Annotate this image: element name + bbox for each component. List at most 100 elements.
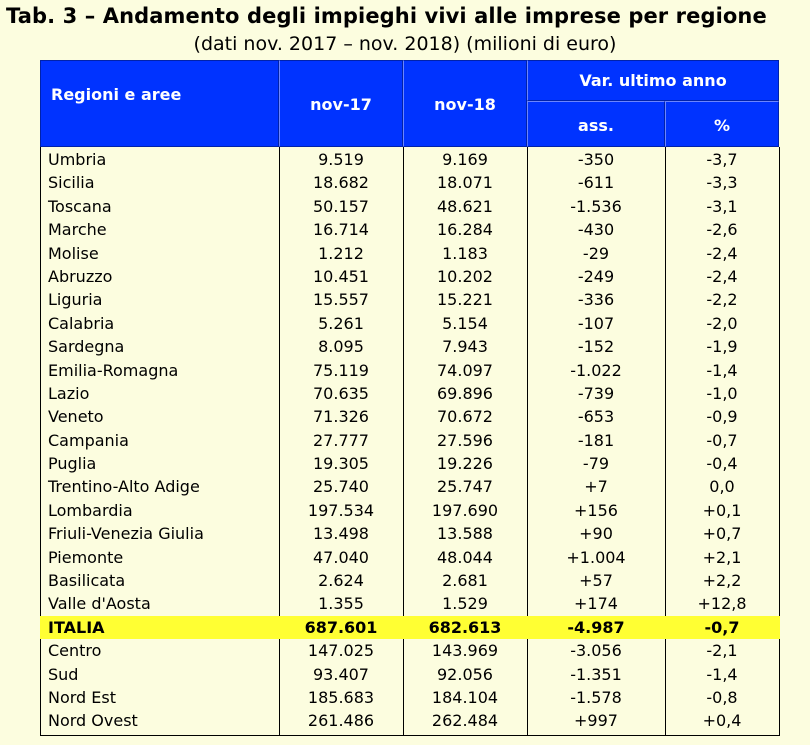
percent-change-cell: -1,9 (706, 337, 738, 357)
table-row: Trentino-Alto Adige 25.740 25.747 +7 0,0 (40, 475, 780, 498)
nov17-cell: 13.498 (313, 524, 369, 544)
table-row: Nord Est 185.683 184.104 -1.578 -0,8 (40, 686, 780, 709)
region-cell: Veneto (48, 407, 104, 427)
absolute-change-cell: -4.987 (567, 617, 625, 637)
nov17-cell: 75.119 (313, 360, 369, 380)
header-absolute-label: ass. (578, 116, 614, 135)
region-cell: Emilia-Romagna (48, 360, 179, 380)
percent-change-cell: -0,7 (704, 617, 740, 637)
header-variation-label: Var. ultimo anno (579, 71, 727, 90)
nov18-cell: 19.226 (437, 454, 493, 474)
nov18-cell: 7.943 (442, 337, 488, 357)
percent-change-cell: -3,3 (706, 173, 738, 193)
region-cell: Lombardia (48, 500, 133, 520)
absolute-change-cell: -152 (577, 337, 615, 357)
nov18-cell: 15.221 (437, 290, 493, 310)
percent-change-cell: -0,7 (706, 430, 738, 450)
absolute-change-cell: +90 (579, 524, 613, 544)
region-cell: ITALIA (48, 617, 105, 637)
column-divider (279, 147, 280, 736)
absolute-change-cell: -739 (577, 383, 615, 403)
table-row: Toscana 50.157 48.621 -1.536 -3,1 (40, 195, 780, 218)
region-cell: Sud (48, 664, 79, 684)
region-cell: Calabria (48, 313, 115, 333)
region-cell: Puglia (48, 454, 97, 474)
nov18-cell: 18.071 (437, 173, 493, 193)
table-row: Abruzzo 10.451 10.202 -249 -2,4 (40, 265, 780, 288)
nov18-cell: 2.681 (442, 571, 488, 591)
nov18-cell: 1.529 (442, 594, 488, 614)
nov17-cell: 27.777 (313, 430, 369, 450)
table-row: Lombardia 197.534 197.690 +156 +0,1 (40, 499, 780, 522)
nov17-cell: 19.305 (313, 454, 369, 474)
absolute-change-cell: -3.056 (570, 641, 622, 661)
header-regions: Regioni e aree (40, 60, 279, 147)
nov18-cell: 9.169 (442, 150, 488, 169)
table-row: Nord Ovest 261.486 262.484 +997 +0,4 (40, 709, 780, 732)
table-subtitle: (dati nov. 2017 – nov. 2018) (milioni di… (193, 33, 617, 55)
region-cell: Sardegna (48, 337, 125, 357)
column-divider (40, 147, 41, 736)
table-row: Lazio 70.635 69.896 -739 -1,0 (40, 382, 780, 405)
absolute-change-cell: +7 (584, 477, 608, 497)
region-cell: Piemonte (48, 547, 124, 567)
absolute-change-cell: -107 (577, 313, 615, 333)
column-divider (665, 147, 666, 736)
column-divider (527, 147, 528, 736)
table-row: Sardegna 8.095 7.943 -152 -1,9 (40, 335, 780, 358)
table-row: Piemonte 47.040 48.044 +1.004 +2,1 (40, 546, 780, 569)
header-nov18: nov-18 (403, 60, 527, 147)
percent-change-cell: -1,0 (706, 383, 738, 403)
percent-change-cell: -3,1 (706, 196, 738, 216)
percent-change-cell: -2,0 (706, 313, 738, 333)
absolute-change-cell: -350 (577, 150, 615, 169)
header-percent-label: % (713, 116, 731, 135)
absolute-change-cell: -1.578 (570, 687, 622, 707)
nov17-cell: 71.326 (313, 407, 369, 427)
table-row-total: ITALIA 687.601 682.613 -4.987 -0,7 (40, 615, 780, 640)
absolute-change-cell: -249 (577, 266, 615, 286)
header-absolute: ass. (527, 101, 665, 147)
region-cell: Marche (48, 220, 107, 240)
table-row: Friuli-Venezia Giulia 13.498 13.588 +90 +0,7 (40, 522, 780, 545)
nov18-cell: 197.690 (431, 500, 499, 520)
percent-change-cell: -0,9 (706, 407, 738, 427)
absolute-change-cell: +997 (574, 711, 618, 731)
absolute-change-cell: -1.351 (570, 664, 622, 684)
absolute-change-cell: -79 (582, 454, 610, 474)
nov18-cell: 25.747 (437, 477, 493, 497)
nov17-cell: 1.212 (318, 243, 364, 263)
table-row: Marche 16.714 16.284 -430 -2,6 (40, 218, 780, 241)
absolute-change-cell: -336 (577, 290, 615, 310)
absolute-change-cell: -1.536 (570, 196, 622, 216)
nov18-cell: 27.596 (437, 430, 493, 450)
absolute-change-cell: -430 (577, 220, 615, 240)
absolute-change-cell: +156 (574, 500, 618, 520)
nov17-cell: 185.683 (307, 687, 375, 707)
percent-change-cell: -1,4 (706, 360, 738, 380)
nov17-cell: 2.624 (318, 571, 364, 591)
percent-change-cell: 0,0 (709, 477, 735, 497)
nov18-cell: 92.056 (437, 664, 493, 684)
table-row: Emilia-Romagna 75.119 74.097 -1.022 -1,4 (40, 359, 780, 382)
absolute-change-cell: +1.004 (566, 547, 626, 567)
absolute-change-cell: -611 (577, 173, 615, 193)
nov18-cell: 682.613 (428, 617, 502, 637)
region-cell: Centro (48, 641, 102, 661)
percent-change-cell: +12,8 (697, 594, 747, 614)
nov17-cell: 47.040 (313, 547, 369, 567)
nov17-cell: 15.557 (313, 290, 369, 310)
nov18-cell: 48.044 (437, 547, 493, 567)
region-cell: Sicilia (48, 173, 95, 193)
percent-change-cell: -2,4 (706, 266, 738, 286)
region-cell: Lazio (48, 383, 90, 403)
table-title: Tab. 3 – Andamento degli impieghi vivi a… (6, 4, 767, 28)
percent-change-cell: -2,1 (706, 641, 738, 661)
table-row: Umbria 9.519 9.169 -350 -3,7 (40, 148, 780, 171)
nov18-cell: 184.104 (431, 687, 499, 707)
absolute-change-cell: -181 (577, 430, 615, 450)
table-row: Calabria 5.261 5.154 -107 -2,0 (40, 312, 780, 335)
nov18-cell: 5.154 (442, 313, 488, 333)
header-percent: % (665, 101, 779, 147)
region-cell: Abruzzo (48, 266, 113, 286)
